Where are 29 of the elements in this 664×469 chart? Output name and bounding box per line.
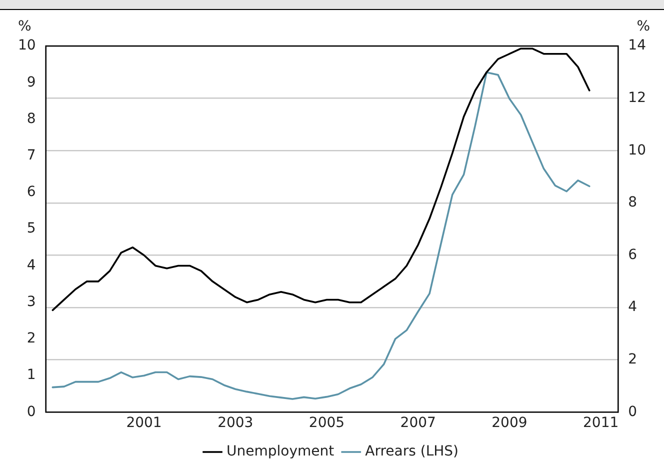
y-axis-title: %: [18, 18, 32, 35]
y-tick-label: 4: [26, 257, 36, 274]
y-tick-label: 2: [26, 330, 36, 347]
y2-axis-title: %: [636, 18, 650, 35]
y2-tick-label: 4: [628, 299, 638, 316]
y2-tick-label: 0: [628, 404, 638, 420]
x-tick-label: 2003: [218, 415, 254, 432]
x-tick-label: 2005: [308, 415, 345, 432]
y2-tick-label: 12: [628, 90, 646, 106]
y-tick-label: 6: [26, 184, 36, 200]
y2-tick-label: 10: [628, 142, 646, 158]
y-tick-label: 7: [26, 148, 36, 164]
legend-label: Unemployment: [226, 444, 335, 460]
x-tick-label: 2007: [400, 415, 436, 432]
y2-tick-label: 14: [628, 38, 646, 54]
x-tick-label: 2011: [583, 415, 619, 432]
y2-tick-label: 8: [628, 194, 638, 211]
x-tick-label: 2001: [126, 415, 162, 432]
y-tick-label: 3: [26, 294, 36, 310]
y2-tick-label: 2: [628, 352, 638, 368]
y-tick-label: 8: [26, 110, 36, 127]
y-tick-label: 0: [26, 404, 36, 420]
legend-label: Arrears (LHS): [365, 444, 458, 460]
y-tick-label: 5: [26, 220, 36, 237]
y-tick-label: 9: [26, 74, 36, 90]
x-tick-label: 2009: [492, 415, 528, 432]
y-tick-label: 1: [26, 367, 36, 384]
y-tick-label: 10: [18, 38, 36, 54]
y2-tick-label: 6: [628, 246, 638, 263]
